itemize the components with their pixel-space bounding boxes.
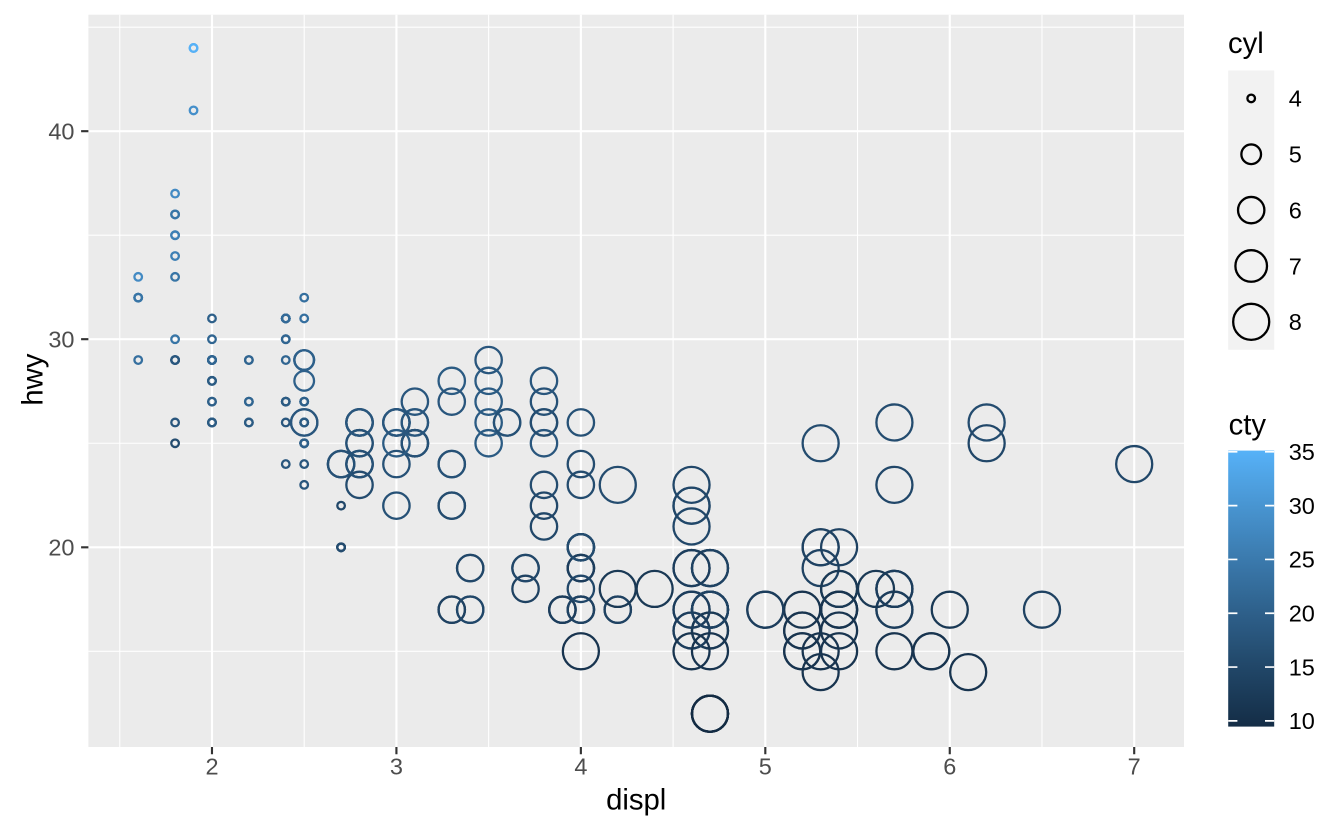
svg-text:cyl: cyl [1228,27,1264,60]
svg-text:5: 5 [1289,142,1302,168]
svg-text:10: 10 [1289,708,1315,734]
svg-text:25: 25 [1289,547,1315,573]
svg-text:5: 5 [759,754,772,780]
svg-text:2: 2 [205,754,218,780]
svg-text:6: 6 [943,754,956,780]
svg-text:3: 3 [390,754,403,780]
svg-text:cty: cty [1229,409,1267,442]
svg-text:7: 7 [1128,754,1141,780]
svg-text:20: 20 [48,535,74,561]
svg-text:30: 30 [48,327,74,353]
svg-text:7: 7 [1289,253,1302,279]
svg-text:hwy: hwy [17,353,50,405]
svg-text:4: 4 [1289,86,1302,112]
svg-text:4: 4 [574,754,587,780]
svg-text:40: 40 [48,119,74,145]
svg-text:displ: displ [606,784,666,817]
svg-text:8: 8 [1289,309,1302,335]
svg-text:35: 35 [1289,439,1315,465]
svg-text:30: 30 [1289,493,1315,519]
svg-text:6: 6 [1289,197,1302,223]
svg-text:20: 20 [1289,601,1315,627]
svg-text:15: 15 [1289,654,1315,680]
